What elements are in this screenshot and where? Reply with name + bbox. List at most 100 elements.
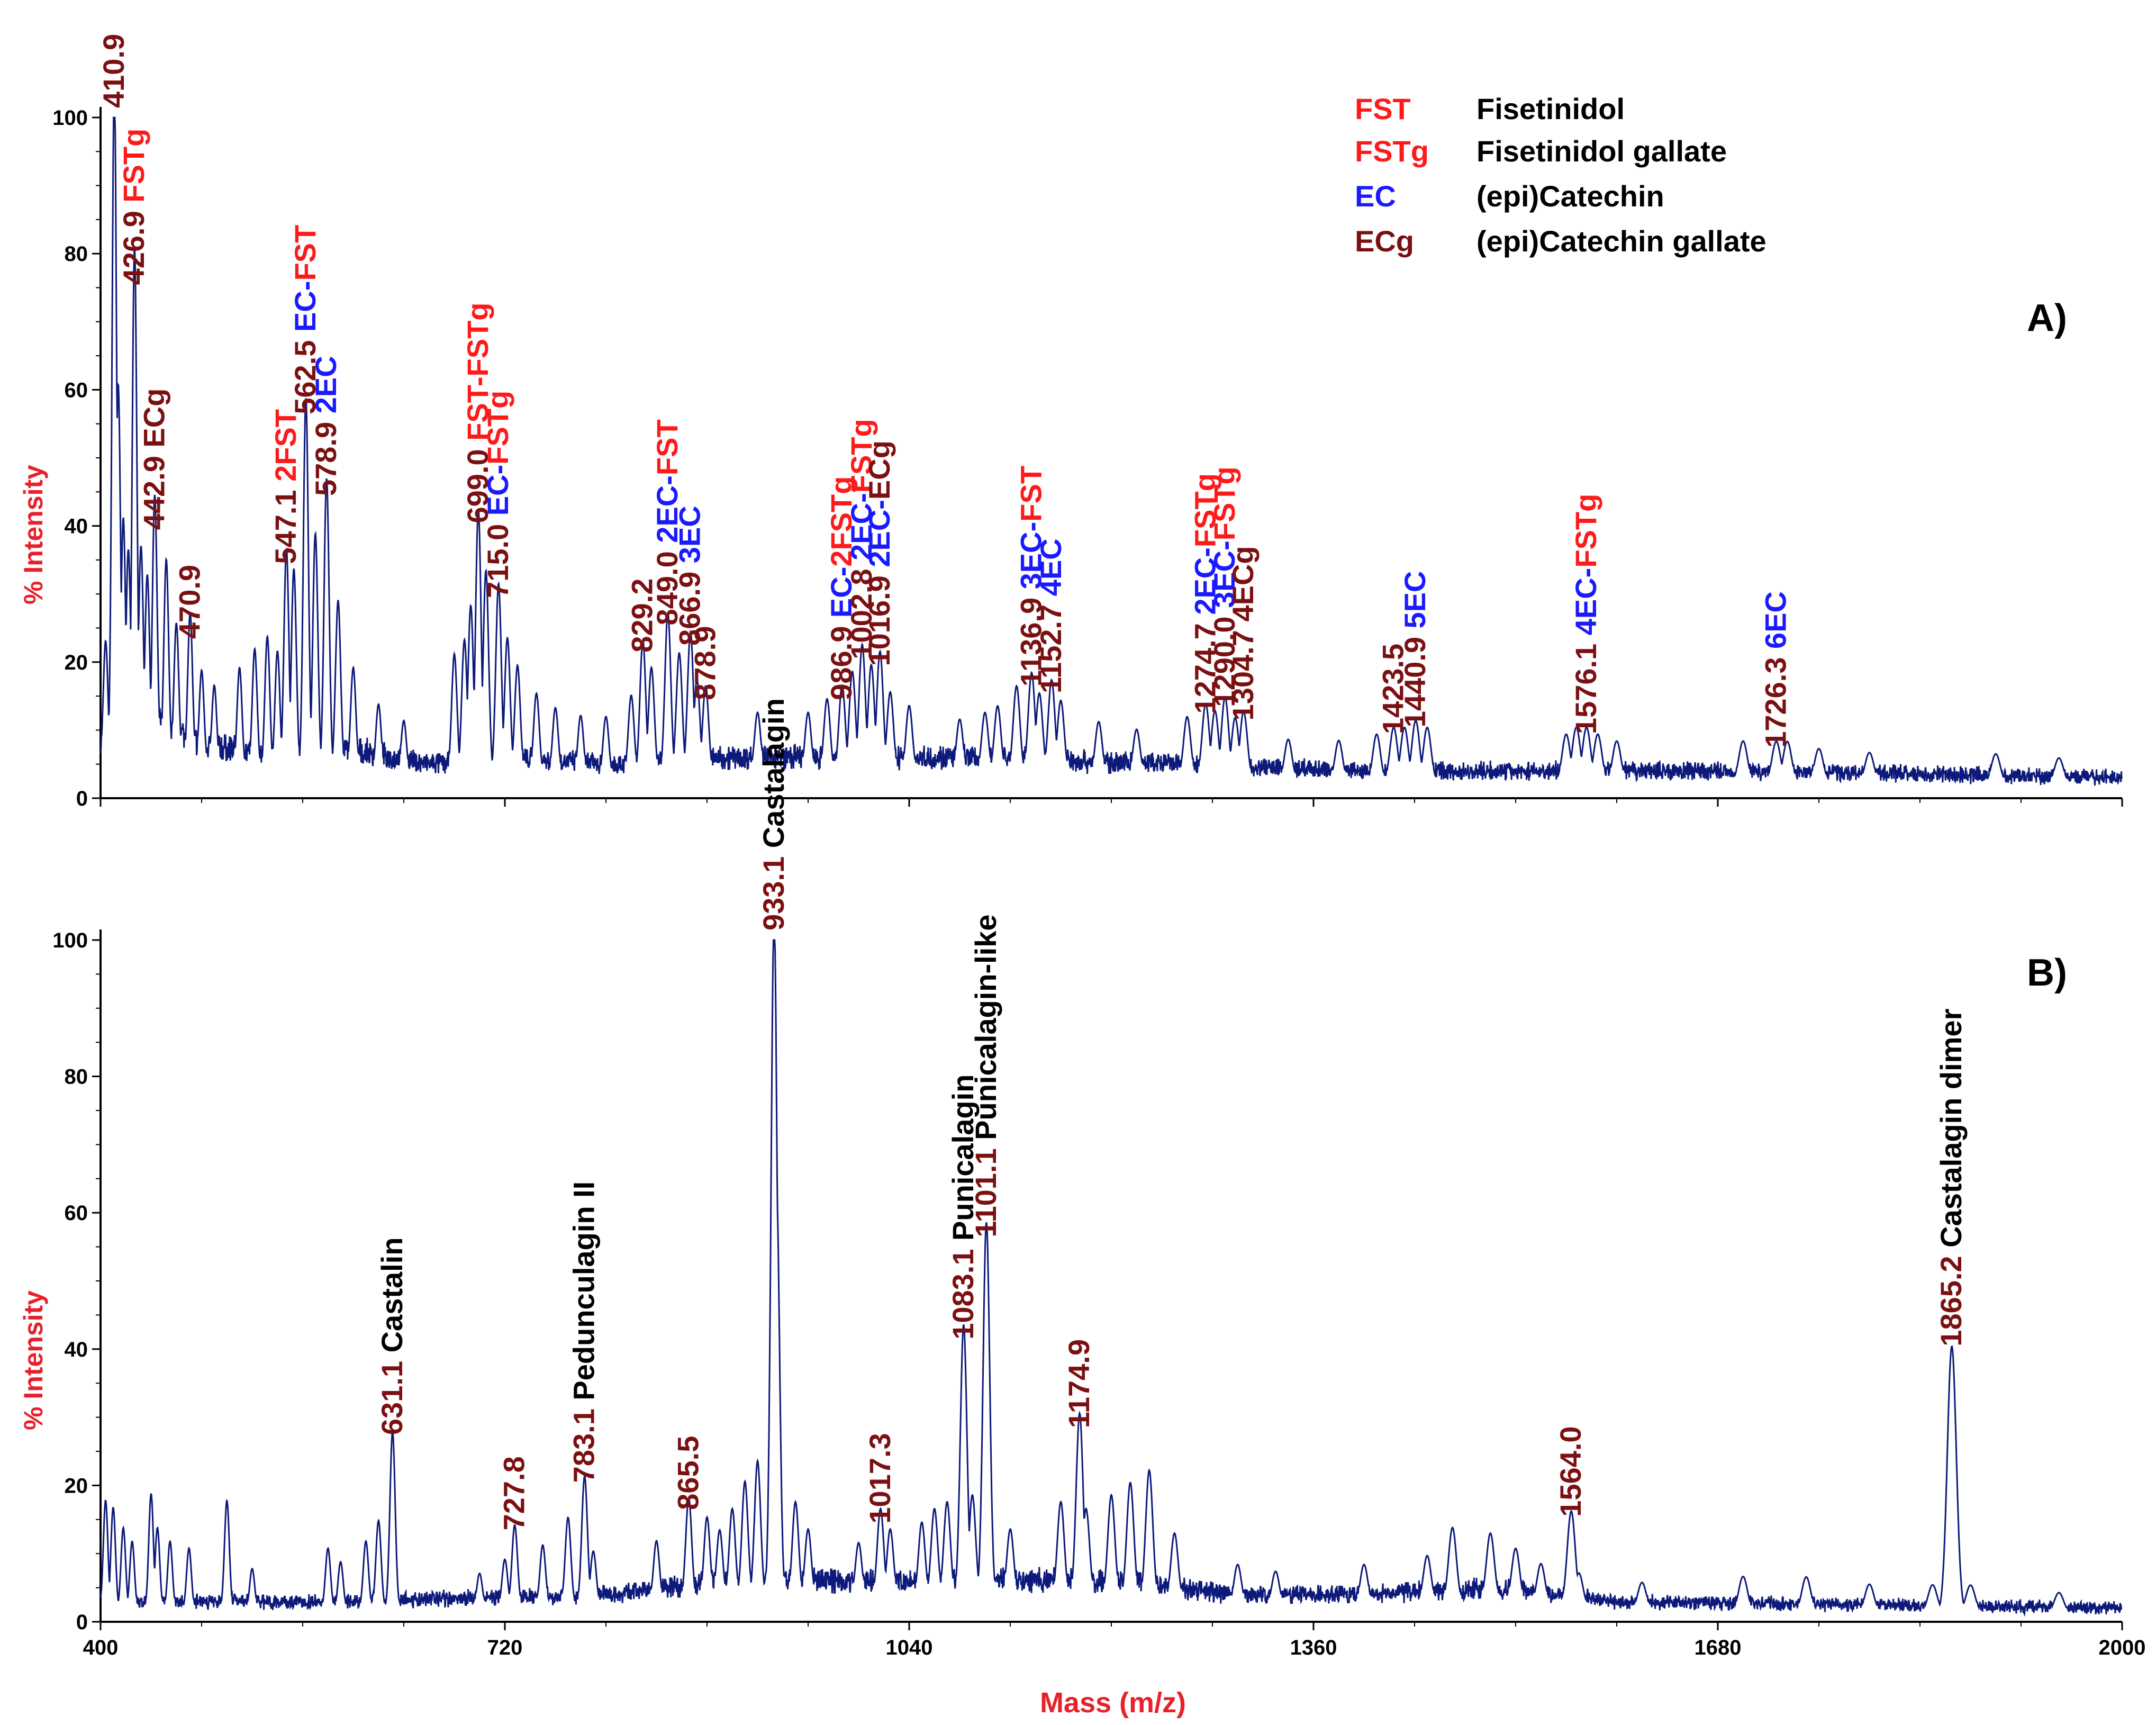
peak-label-a: 1726.3 6EC	[1759, 591, 1792, 748]
peak-ion-a: 5EC	[1398, 571, 1432, 629]
y-tick-label-a: 20	[65, 651, 88, 674]
peak-mass-a: 1726.3	[1759, 657, 1792, 748]
y-tick-label-a: 80	[65, 242, 88, 266]
peak-ion-a: 4EC	[1034, 538, 1067, 596]
peak-label-b: 631.1 Castalin	[375, 1238, 409, 1435]
spectrum-line-a	[99, 116, 2123, 786]
peak-mass-b: 1017.3	[863, 1433, 896, 1523]
legend-name-fstg: Fisetinidol gallate	[1476, 134, 1727, 168]
peak-ion-b: Castalagin	[757, 698, 790, 848]
peak-label-a: 578.9 2EC	[309, 356, 342, 496]
peak-ion-b: Castalin	[375, 1238, 409, 1353]
peak-ion-a: FSTg	[117, 129, 150, 203]
legend-abbr-fst: FST	[1355, 92, 1411, 125]
x-tick-label: 1040	[886, 1636, 933, 1659]
peak-mass-a: 1423.5	[1376, 644, 1410, 734]
peak-ion-spacer	[969, 1140, 1002, 1149]
y-tick-label-b: 40	[65, 1338, 88, 1361]
peak-mass-a: 986.9	[825, 626, 858, 700]
peak-ion-a: FSTg	[481, 391, 514, 465]
y-tick-label-a: 60	[65, 378, 88, 402]
peak-mass-b: 783.1	[567, 1408, 601, 1483]
y-axis-label-b: % Intensity	[19, 1290, 48, 1430]
peak-ion-a: FSTg	[1188, 473, 1221, 547]
peak-label-a: 986.9 EC-2FSTg	[825, 476, 858, 700]
peak-label-a: 1576.1 4EC-FSTg	[1569, 494, 1602, 734]
peak-ion-a: FSTg	[1208, 466, 1241, 540]
peak-ion-a: -	[288, 281, 322, 291]
peak-label-b: 783.1 Pedunculagin II	[567, 1181, 601, 1483]
peak-label-a: 829.2	[626, 579, 659, 653]
peak-ion-a: ECg	[137, 389, 170, 448]
peak-ion-spacer	[309, 413, 342, 422]
peak-label-b: 1174.9	[1062, 1339, 1095, 1428]
peak-label-b: 865.5	[671, 1436, 704, 1510]
peak-ion-a: -	[1569, 568, 1602, 578]
peak-ion-a: -	[845, 493, 878, 503]
peak-ion-a: FSTg	[461, 302, 494, 376]
y-tick-label-a: 0	[76, 787, 88, 810]
y-tick-label-b: 20	[65, 1474, 88, 1497]
legend-abbr-fstg: FSTg	[1355, 134, 1429, 168]
y-axis-label-a: % Intensity	[19, 465, 48, 604]
panel-label-b: B)	[2027, 952, 2067, 994]
legend-name-fst: Fisetinidol	[1476, 92, 1625, 125]
peak-mass-a: 1136.9	[1014, 598, 1047, 687]
peak-mass-b: 933.1	[757, 856, 790, 931]
y-tick-label-b: 80	[65, 1065, 88, 1089]
peak-label-a: 878.9	[688, 626, 721, 700]
peak-mass-a: 1576.1	[1569, 644, 1602, 734]
peak-ion-a: 4ECg	[1226, 546, 1260, 621]
legend: FST Fisetinidol FSTg Fisetinidol gallate…	[1355, 92, 1767, 258]
peak-mass-a: 442.9	[137, 456, 170, 530]
peak-mass-b: 727.8	[497, 1456, 531, 1530]
legend-name-ecg: (epi)Catechin gallate	[1476, 224, 1767, 258]
peak-ion-a: 2FST	[269, 409, 302, 482]
peak-ion-a: FST	[650, 419, 684, 475]
peak-mass-a: 715.0	[481, 524, 514, 598]
peak-ion-a: ECg	[863, 440, 896, 500]
peak-ion-spacer	[288, 332, 322, 340]
y-tick-label-b: 0	[76, 1611, 88, 1634]
peak-ion-spacer	[863, 567, 896, 576]
peak-mass-a: 849.0	[650, 551, 684, 625]
peak-mass-a: 1002.8	[845, 568, 878, 659]
peak-label-a: 1002.8 2EC-FSTg	[845, 419, 878, 659]
peak-label-a: 699.0 FST-FSTg	[461, 302, 494, 523]
peak-ion-spacer	[567, 1401, 601, 1409]
peak-ion-a: FSTg	[1569, 494, 1602, 568]
peak-ion-spacer	[269, 482, 302, 490]
peak-ion-a: 6EC	[1759, 591, 1792, 649]
peak-mass-a: 878.9	[688, 626, 721, 700]
peak-label-a: 1304.7 4ECg	[1226, 546, 1260, 720]
y-tick-label-a: 40	[65, 515, 88, 538]
peak-ion-spacer	[946, 1241, 980, 1249]
peak-ion-b: Punicalagin	[969, 974, 1002, 1140]
panel-label-a: A)	[2027, 297, 2067, 339]
peak-ion-a: 3EC	[673, 505, 706, 563]
x-tick-label: 400	[83, 1636, 119, 1659]
peak-mass-a: 1290.0	[1208, 616, 1241, 707]
peak-ion-a: FST	[461, 385, 494, 441]
peak-label-a: 1152.7 4EC	[1034, 538, 1067, 693]
peak-mass-b: 1101.1	[969, 1148, 1002, 1237]
panel-a: 0 20 40 60 80 100 410.9 426.9 FSTg 442.9 ECg 470…	[19, 34, 2123, 810]
peak-ion-spacer	[375, 1352, 409, 1361]
peak-label-a: 866.9 3EC	[673, 505, 706, 646]
y-tick-label-a: 100	[52, 106, 88, 130]
peak-label-a: 562.5 EC-FST	[288, 225, 322, 414]
peak-label-a: 849.0 2EC-FST	[650, 419, 684, 625]
peak-ion-a: EC	[481, 474, 514, 516]
peak-mass-b: 1174.9	[1062, 1339, 1095, 1428]
peak-label-a: 715.0 EC-FSTg	[481, 391, 514, 598]
peak-label-b: 727.8	[497, 1456, 531, 1530]
peak-label-b: 1017.3	[863, 1433, 896, 1523]
legend-name-ec: (epi)Catechin	[1476, 179, 1664, 213]
peak-mass-a: 1274.7	[1188, 623, 1221, 714]
peak-label-a: 470.9	[173, 565, 206, 639]
peak-ion-a: -	[1208, 540, 1241, 550]
peak-mass-b: 1564.0	[1554, 1426, 1587, 1516]
peak-mass-a: 547.1	[269, 490, 302, 564]
peak-ion-a: FSTg	[845, 419, 878, 493]
